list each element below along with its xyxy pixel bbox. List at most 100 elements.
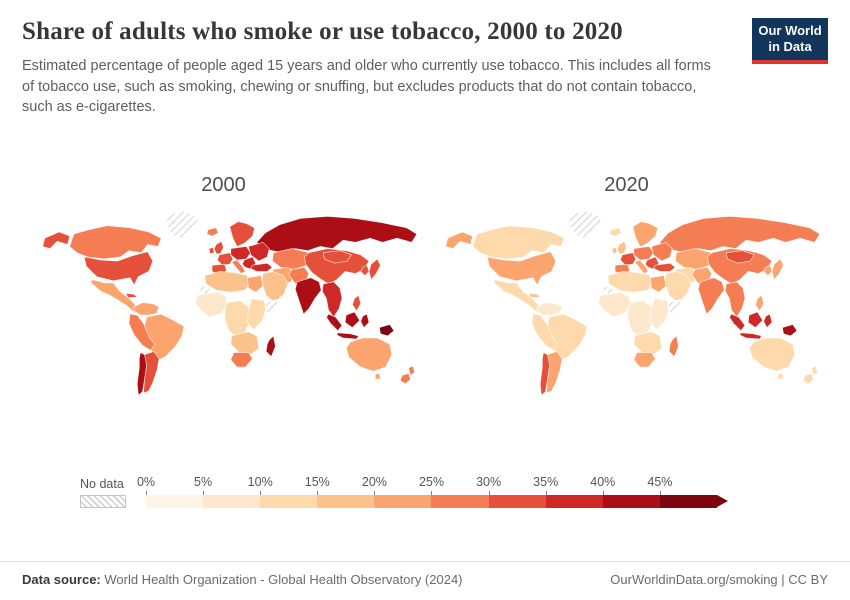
region-mexico_centralamerica[interactable] bbox=[493, 279, 542, 314]
legend-color-segment[interactable] bbox=[317, 495, 375, 509]
region-india[interactable] bbox=[697, 277, 725, 315]
region-easteurope[interactable] bbox=[248, 241, 270, 262]
region-indonesia[interactable] bbox=[326, 313, 343, 331]
region-southafrica[interactable] bbox=[230, 351, 253, 368]
region-egypt[interactable] bbox=[650, 274, 667, 293]
region-china[interactable] bbox=[707, 247, 773, 285]
legend-color-segment[interactable] bbox=[659, 495, 717, 509]
region-france[interactable] bbox=[216, 252, 234, 266]
region-egypt[interactable] bbox=[247, 274, 264, 293]
region-australia[interactable] bbox=[345, 337, 393, 372]
region-japan[interactable] bbox=[368, 258, 381, 281]
region-usa[interactable] bbox=[83, 251, 154, 286]
region-mexico_centralamerica[interactable] bbox=[90, 279, 139, 314]
region-indonesia[interactable] bbox=[336, 332, 360, 340]
region-indonesia[interactable] bbox=[344, 311, 361, 328]
region-southafrica[interactable] bbox=[633, 351, 656, 368]
region-china[interactable] bbox=[304, 247, 370, 285]
region-westsahara[interactable] bbox=[602, 285, 614, 295]
region-philippines[interactable] bbox=[755, 294, 765, 312]
region-png[interactable] bbox=[782, 323, 798, 336]
region-usa[interactable] bbox=[486, 251, 557, 286]
region-png[interactable] bbox=[379, 323, 395, 336]
region-turkey[interactable] bbox=[250, 262, 273, 272]
region-mongolia[interactable] bbox=[725, 250, 755, 264]
region-italy[interactable] bbox=[231, 259, 246, 274]
region-easteurope[interactable] bbox=[651, 241, 673, 262]
region-central_europe[interactable] bbox=[633, 245, 654, 261]
no-data-hatched-swatch[interactable] bbox=[80, 495, 126, 509]
region-somalia[interactable] bbox=[667, 298, 684, 316]
region-indonesia[interactable] bbox=[729, 313, 746, 331]
region-canada[interactable] bbox=[472, 225, 565, 260]
region-uk[interactable] bbox=[208, 246, 215, 254]
region-australia[interactable] bbox=[777, 372, 784, 380]
region-sea_mainland[interactable] bbox=[321, 281, 343, 318]
region-nz[interactable] bbox=[802, 372, 814, 384]
region-westafrica[interactable] bbox=[195, 291, 228, 318]
region-cuba[interactable] bbox=[125, 292, 138, 298]
region-indonesia[interactable] bbox=[747, 311, 764, 328]
region-northafrica[interactable] bbox=[204, 270, 250, 293]
legend-color-segment[interactable] bbox=[260, 495, 318, 509]
region-mongolia[interactable] bbox=[322, 250, 352, 264]
legend-color-segment[interactable] bbox=[146, 495, 204, 509]
region-greenland[interactable] bbox=[569, 210, 602, 240]
region-nz[interactable] bbox=[811, 365, 819, 376]
region-uk[interactable] bbox=[616, 240, 627, 254]
region-greenland[interactable] bbox=[166, 210, 199, 240]
region-iceland[interactable] bbox=[609, 227, 622, 237]
region-korea[interactable] bbox=[360, 264, 370, 276]
legend-color-segment[interactable] bbox=[488, 495, 546, 509]
region-uk[interactable] bbox=[213, 240, 224, 254]
region-mideast_saudi[interactable] bbox=[664, 270, 692, 303]
region-ethiopia_eastafrica[interactable] bbox=[650, 297, 670, 330]
legend-no-data[interactable]: No data bbox=[80, 477, 126, 509]
legend-color-bar[interactable] bbox=[146, 495, 717, 509]
legend-color-segment[interactable] bbox=[545, 495, 603, 509]
region-russia[interactable] bbox=[659, 215, 821, 253]
region-scandinavia[interactable] bbox=[632, 220, 659, 247]
region-sea_mainland[interactable] bbox=[724, 281, 746, 318]
region-india[interactable] bbox=[294, 277, 322, 315]
region-indonesia[interactable] bbox=[360, 313, 370, 328]
region-nz[interactable] bbox=[399, 372, 411, 384]
region-philippines[interactable] bbox=[352, 294, 362, 312]
region-southernafrica[interactable] bbox=[633, 331, 663, 355]
region-scandinavia[interactable] bbox=[229, 220, 256, 247]
region-somalia[interactable] bbox=[264, 298, 281, 316]
region-canada[interactable] bbox=[69, 225, 162, 260]
region-usa[interactable] bbox=[445, 231, 474, 249]
region-japan[interactable] bbox=[771, 258, 784, 281]
region-colombia_venezuela[interactable] bbox=[536, 302, 563, 316]
region-uk[interactable] bbox=[611, 246, 618, 254]
region-australia[interactable] bbox=[374, 372, 381, 380]
region-turkey[interactable] bbox=[653, 262, 676, 272]
region-southernafrica[interactable] bbox=[230, 331, 260, 355]
region-mideast_saudi[interactable] bbox=[261, 270, 289, 303]
region-indonesia[interactable] bbox=[763, 313, 773, 328]
region-usa[interactable] bbox=[42, 231, 71, 249]
region-madagascar[interactable] bbox=[265, 334, 276, 357]
legend-color-segment[interactable] bbox=[602, 495, 660, 509]
region-chile[interactable] bbox=[136, 351, 147, 396]
region-russia[interactable] bbox=[256, 215, 418, 253]
region-colombia_venezuela[interactable] bbox=[133, 302, 160, 316]
region-westafrica[interactable] bbox=[598, 291, 631, 318]
region-peru_bolivia[interactable] bbox=[128, 313, 156, 351]
region-korea[interactable] bbox=[763, 264, 773, 276]
owid-url-license[interactable]: OurWorldinData.org/smoking | CC BY bbox=[610, 572, 828, 587]
legend-color-segment[interactable] bbox=[431, 495, 489, 509]
region-nz[interactable] bbox=[408, 365, 416, 376]
region-madagascar[interactable] bbox=[668, 334, 679, 357]
region-iceland[interactable] bbox=[206, 227, 219, 237]
region-italy[interactable] bbox=[634, 259, 649, 274]
region-cuba[interactable] bbox=[528, 292, 541, 298]
region-indonesia[interactable] bbox=[739, 332, 763, 340]
legend-color-segment[interactable] bbox=[203, 495, 261, 509]
region-northafrica[interactable] bbox=[607, 270, 653, 293]
legend-color-segment[interactable] bbox=[374, 495, 432, 509]
region-peru_bolivia[interactable] bbox=[531, 313, 559, 351]
region-france[interactable] bbox=[619, 252, 637, 266]
region-westsahara[interactable] bbox=[199, 285, 211, 295]
